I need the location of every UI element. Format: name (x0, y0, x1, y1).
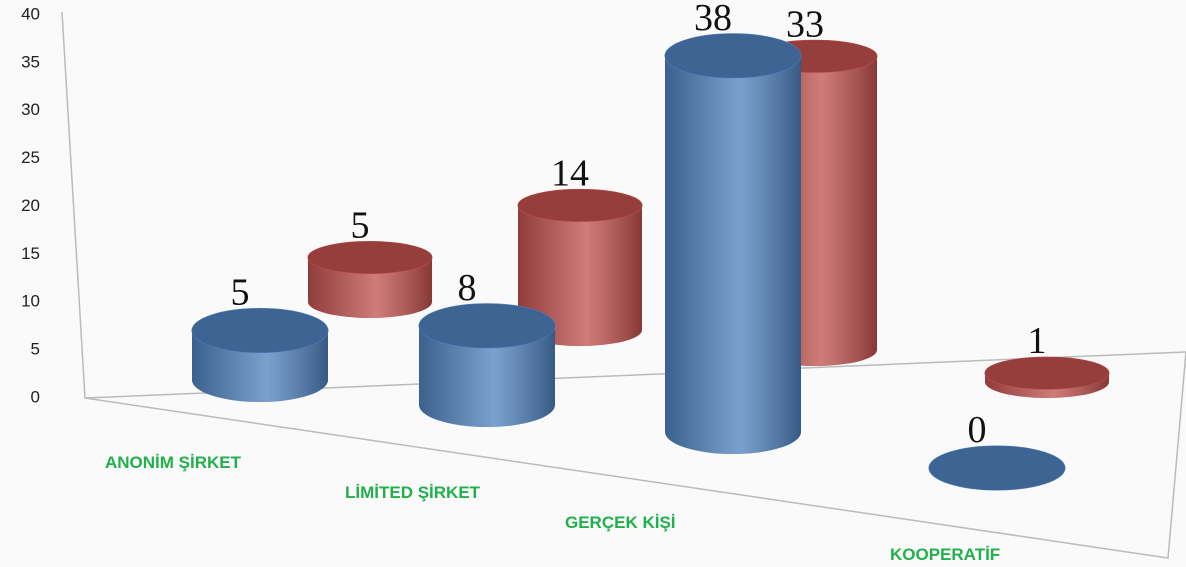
cylinder-top (517, 188, 643, 222)
y-tick-label: 30 (21, 100, 40, 119)
y-tick-label: 20 (21, 196, 40, 215)
y-tick-label: 40 (21, 4, 40, 23)
cylinder (928, 445, 1066, 491)
value-label: 14 (551, 152, 589, 194)
cylinder-shade (419, 325, 555, 427)
cylinder-shade (665, 55, 801, 455)
y-tick-label: 0 (31, 387, 40, 406)
x-tick-label: GERÇEK KİŞİ (565, 513, 676, 532)
y-tick-label: 15 (21, 244, 40, 263)
cylinder-top (418, 303, 556, 349)
cylinder-top-shade (518, 189, 642, 222)
cylinder-top-shade (929, 446, 1065, 490)
cylinder-top (307, 241, 433, 274)
y-tick-label: 35 (21, 52, 40, 71)
cylinder-top-shade (419, 303, 555, 348)
frame (61, 11, 1186, 559)
y-tick-label: 10 (21, 292, 40, 311)
value-label: 33 (786, 3, 824, 45)
y-tick-label: 5 (31, 340, 40, 359)
value-label: 1 (1028, 320, 1047, 362)
cylinder-top-shade (308, 241, 432, 274)
cylinder-top (191, 308, 329, 353)
value-label: 5 (351, 205, 370, 247)
cylinder (984, 356, 1110, 398)
cylinder-top (664, 33, 802, 79)
y-tick-label: 25 (21, 148, 40, 167)
cylinder (191, 308, 329, 402)
cylinder-top-shade (985, 357, 1109, 390)
floor-edges (61, 11, 1186, 559)
x-tick-label: KOOPERATİF (890, 545, 1000, 564)
cylinder-top (928, 445, 1066, 491)
value-label: 8 (458, 267, 477, 309)
cylinder (664, 33, 802, 455)
value-label: 0 (968, 409, 987, 451)
cylinder (517, 188, 643, 346)
x-tick-label: ANONİM ŞİRKET (105, 453, 242, 472)
value-label: 5 (231, 272, 250, 314)
x-tick-label: LİMİTED ŞİRKET (345, 483, 481, 502)
cylinder (307, 241, 433, 318)
cylinder-top-shade (665, 33, 801, 78)
cylinder-top (984, 356, 1110, 390)
cylinder-shade (518, 205, 642, 346)
value-label: 38 (694, 0, 732, 39)
cylinder-top-shade (192, 308, 328, 353)
cylinder (418, 303, 556, 427)
cylinder-shade (308, 257, 432, 318)
